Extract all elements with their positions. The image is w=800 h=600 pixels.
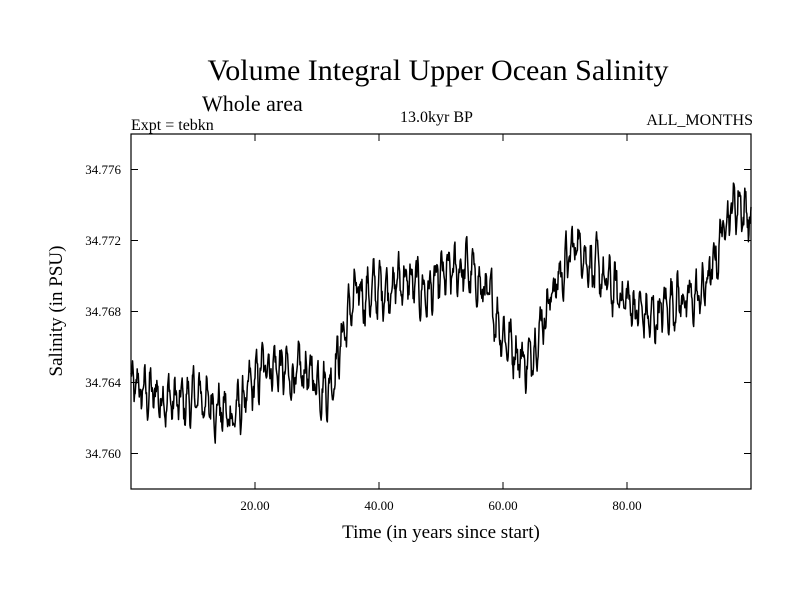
experiment-label: Expt = tebkn: [131, 117, 214, 134]
y-tick-label: 34.760: [85, 446, 121, 461]
x-tick-label: 60.00: [488, 498, 517, 513]
x-tick-label: 80.00: [612, 498, 641, 513]
chart-title: Volume Integral Upper Ocean Salinity: [207, 54, 669, 87]
months-label: ALL_MONTHS: [646, 112, 753, 129]
salinity-series-line: [130, 182, 752, 444]
epoch-label: 13.0kyr BP: [400, 109, 473, 126]
ticks-layer: 20.00 40.00 60.00 80.00 34.760 34.764 34.768 34…: [85, 134, 751, 513]
y-tick-label: 34.776: [85, 162, 121, 177]
y-tick-label: 34.772: [85, 233, 121, 248]
series-layer: [130, 182, 752, 444]
chart-subtitle: Whole area: [202, 91, 303, 116]
x-axis-label: Time (in years since start): [342, 522, 540, 543]
y-tick-label: 34.768: [85, 304, 121, 319]
y-tick-label: 34.764: [85, 375, 121, 390]
x-tick-label: 20.00: [240, 498, 269, 513]
y-axis-label: Salinity (in PSU): [46, 246, 67, 377]
x-tick-label: 40.00: [364, 498, 393, 513]
